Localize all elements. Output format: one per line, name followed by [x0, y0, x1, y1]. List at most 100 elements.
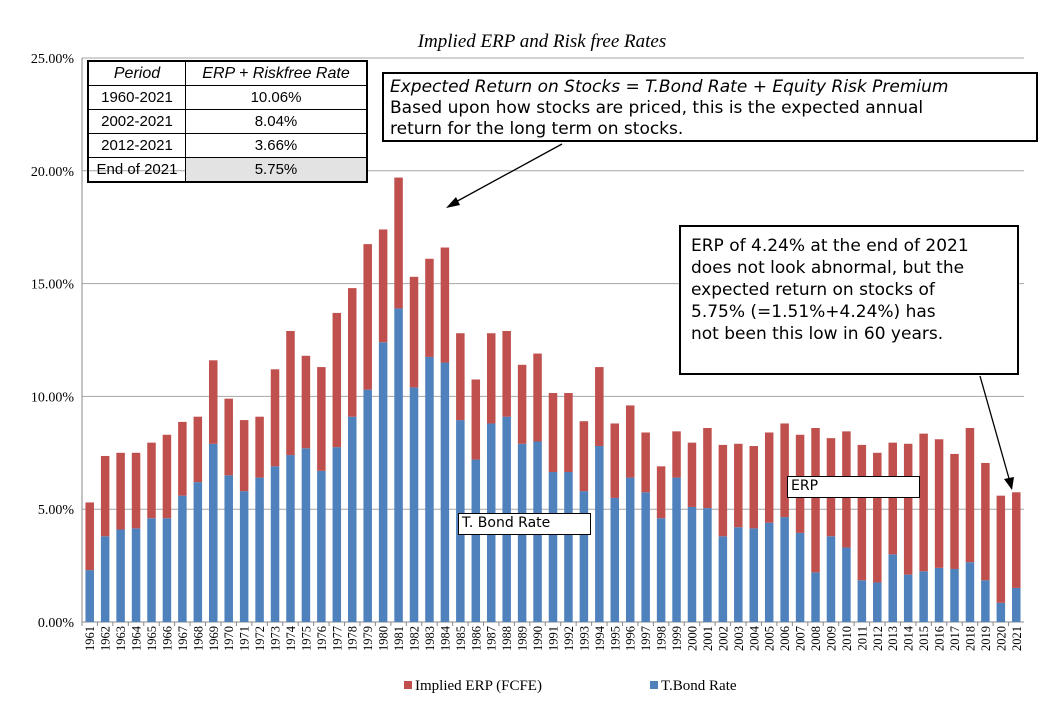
y-tick-label: 20.00%	[31, 165, 75, 180]
bar-erp-1993	[579, 421, 589, 492]
bar-tbond-1970	[224, 475, 233, 622]
bar-tbond-1967	[178, 495, 187, 622]
x-tick-label: 2018	[963, 626, 977, 651]
period-cell: 2012-2021	[87, 133, 186, 158]
bar-tbond-1964	[131, 528, 141, 622]
bar-tbond-2013	[888, 554, 897, 622]
arrow-to-1981-peak	[451, 143, 563, 205]
bar-tbond-1969	[209, 443, 218, 622]
bar-erp-2020	[996, 495, 1006, 603]
x-tick-label: 1997	[639, 626, 653, 651]
x-tick-label: 1985	[454, 626, 468, 651]
bar-erp-2008	[811, 427, 820, 573]
bar-tbond-1977	[332, 447, 342, 622]
bar-erp-1962	[100, 455, 110, 537]
bar-tbond-1976	[317, 470, 326, 622]
x-tick-label: 2014	[902, 625, 916, 651]
bar-tbond-1982	[409, 387, 419, 622]
bar-erp-2017	[950, 453, 959, 569]
bar-tbond-2011	[857, 580, 867, 622]
bar-erp-1975	[301, 355, 311, 449]
bar-erp-1981	[394, 177, 403, 309]
bar-erp-1976	[317, 367, 326, 471]
tbond-rate-label: T. Bond Rate	[458, 513, 591, 535]
bar-tbond-2016	[934, 567, 944, 622]
bar-erp-1971	[239, 420, 249, 492]
header-erp-riskfree: ERP + Riskfree Rate	[185, 60, 368, 86]
x-tick-label: 2006	[778, 626, 792, 651]
bar-tbond-1966	[162, 518, 172, 622]
bar-erp-1964	[131, 452, 141, 529]
x-tick-label: 1988	[500, 626, 514, 651]
x-tick-label: 1964	[130, 625, 144, 651]
rate-cell: 5.75%	[185, 157, 368, 183]
bar-erp-2013	[888, 442, 897, 555]
x-tick-label: 1993	[577, 626, 591, 651]
bar-erp-2019	[981, 462, 990, 581]
y-tick-label: 0.00%	[38, 616, 75, 631]
bar-tbond-1971	[239, 491, 249, 622]
bar-tbond-2017	[950, 568, 959, 622]
bar-erp-2006	[780, 423, 789, 518]
x-tick-label: 1983	[423, 626, 437, 651]
callout-text: not been this low in 60 years.	[691, 324, 944, 344]
bar-tbond-2018	[965, 562, 975, 622]
bar-erp-2003	[734, 443, 743, 528]
bar-erp-1982	[409, 276, 419, 388]
bar-erp-1963	[116, 452, 125, 530]
table-header-row: Period ERP + Riskfree Rate	[87, 60, 368, 86]
bar-erp-1974	[286, 330, 295, 456]
bar-erp-1979	[363, 244, 372, 390]
x-tick-label: 1974	[284, 625, 298, 651]
x-tick-label: 1996	[624, 626, 638, 651]
x-tick-label: 1981	[392, 626, 406, 651]
legend: Implied ERP (FCFE) T.Bond Rate	[404, 678, 737, 694]
bar-erp-2011	[857, 444, 867, 581]
period-cell: 1960-2021	[87, 85, 186, 110]
bar-erp-1995	[610, 423, 620, 498]
bar-erp-1988	[502, 330, 511, 417]
bar-tbond-1984	[440, 362, 450, 622]
bar-erp-1991	[548, 393, 558, 472]
x-tick-label: 2011	[855, 626, 869, 651]
x-tick-label: 1969	[207, 626, 221, 651]
x-tick-label: 2009	[824, 626, 838, 651]
erp-2021-callout: ERP of 4.24% at the end of 2021 does not…	[679, 225, 1019, 375]
bar-tbond-1993	[579, 491, 589, 622]
x-tick-label: 1989	[516, 626, 530, 651]
x-tick-label: 1971	[238, 626, 252, 651]
bar-erp-2001	[703, 427, 712, 509]
bar-tbond-1963	[116, 529, 125, 622]
y-tick-label: 5.00%	[38, 503, 75, 518]
bar-tbond-2020	[996, 602, 1006, 622]
x-tick-label: 1962	[99, 626, 113, 651]
bar-erp-2016	[934, 439, 944, 568]
x-tick-label: 2002	[716, 626, 730, 651]
bar-erp-1977	[332, 312, 342, 448]
bar-tbond-1997	[641, 492, 650, 622]
bar-tbond-2005	[764, 522, 774, 622]
rate-cell: 3.66%	[185, 133, 368, 158]
bar-tbond-2008	[811, 572, 820, 622]
rate-cell: 8.04%	[185, 109, 368, 134]
bar-tbond-2010	[842, 547, 851, 622]
bar-erp-1969	[209, 360, 218, 444]
x-tick-label: 1999	[670, 626, 684, 651]
period-cell: 2002-2021	[87, 109, 186, 134]
bar-tbond-2009	[826, 536, 836, 622]
bar-tbond-1983	[425, 356, 434, 622]
bar-tbond-1981	[394, 308, 403, 622]
bar-erp-2021	[1012, 492, 1021, 588]
bar-erp-1966	[162, 434, 172, 519]
x-tick-label: 1982	[408, 626, 422, 651]
bar-tbond-1991	[548, 471, 558, 622]
arrowhead-icon	[1004, 477, 1014, 490]
bar-tbond-1965	[147, 518, 156, 622]
x-tick-label: 1970	[222, 626, 236, 651]
x-tick-label: 1972	[253, 626, 267, 651]
callout-text: Based upon how stocks are priced, this i…	[390, 98, 924, 118]
bar-erp-2018	[965, 427, 975, 563]
callout-text: does not look abnormal, but the	[691, 258, 965, 278]
bar-erp-2004	[749, 446, 759, 529]
annotation-arrows	[446, 143, 1014, 490]
